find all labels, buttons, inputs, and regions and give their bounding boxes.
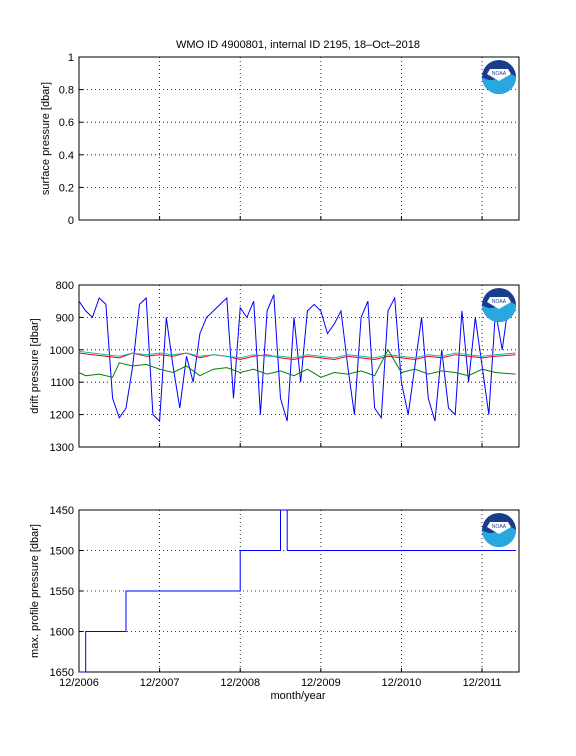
x-tick-labels: 12/2006 12/2007 12/2008 12/2009 12/2010 12/20… [59,677,501,689]
grid [78,284,519,448]
series-line-0 [79,509,516,673]
noaa-logo: NOAA [482,288,516,322]
logo-text: NOAA [492,299,507,305]
panel-surface-pressure: 0 0.2 0.4 0.6 0.8 1 surface pressure [dbar] N… [40,52,520,227]
y-tick-label: 0.4 [59,150,74,162]
x-tick-label: 12/2009 [301,677,341,689]
series-line-0 [78,294,517,423]
y-tick-label: 1650 [50,667,74,679]
x-tick-label: 12/2006 [59,677,99,689]
y-tick-label: 1 [68,52,74,64]
y-tick-label: 0 [68,215,74,227]
y-axis-label: drift pressure [dbar] [29,318,41,413]
x-tick-label: 12/2011 [463,677,502,689]
y-tick-label: 800 [56,280,74,292]
series-line-3 [78,348,516,378]
y-tick-label: 1000 [50,345,74,357]
y-tick-label: 1500 [50,546,74,558]
y-tick-label: 1300 [50,442,74,454]
y-ticks: 800 900 1000 1100 1200 1300 [50,280,74,454]
noaa-logo: NOAA [482,513,516,547]
series [79,509,516,673]
y-axis-label: max. profile pressure [dbar] [29,524,41,658]
y-tick-label: 1100 [50,377,74,389]
x-tick-label: 12/2007 [140,677,180,689]
logo-text: NOAA [492,71,507,77]
y-tick-label: 0.8 [59,85,74,97]
y-ticks: 1450 1500 1550 1600 1650 [50,505,74,679]
x-tick-label: 12/2010 [382,677,422,689]
series-line-2 [78,350,516,359]
grid [78,56,519,221]
y-tick-label: 1450 [50,505,74,517]
y-tick-label: 0.2 [59,182,74,194]
series [78,294,517,423]
y-tick-label: 1550 [50,586,74,598]
y-ticks: 0 0.2 0.4 0.6 0.8 1 [59,52,74,227]
series-line-1 [78,352,516,361]
logo-text: NOAA [492,524,507,530]
x-axis-label: month/year [270,690,325,702]
y-axis-label: surface pressure [dbar] [40,82,52,195]
figure-title: WMO ID 4900801, internal ID 2195, 18–Oct… [176,39,420,51]
y-tick-label: 0.6 [59,117,74,129]
x-tick-label: 12/2008 [220,677,260,689]
noaa-logo: NOAA [482,60,516,94]
y-tick-label: 1200 [50,410,74,422]
y-tick-label: 900 [56,312,74,324]
y-tick-label: 1600 [50,627,74,639]
panel-drift-pressure: 800 900 1000 1100 1200 1300 drift pressure [d… [29,280,520,454]
panel-max-profile-pressure: 1450 1500 1550 1600 1650 max. profile pressu… [29,505,520,679]
axes-box [78,56,520,221]
